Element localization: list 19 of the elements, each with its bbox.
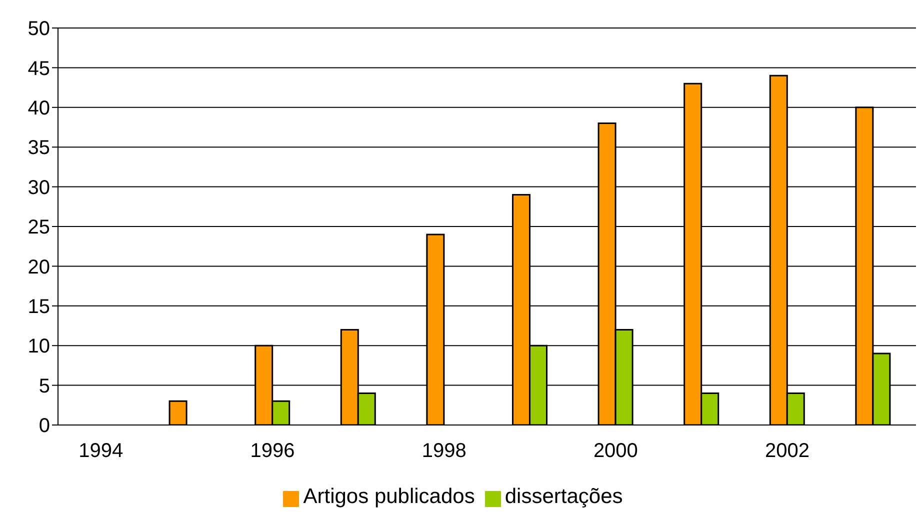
y-tick-label: 0 [38,415,50,438]
y-tick-label: 45 [28,58,50,80]
y-tick-label: 40 [28,98,50,120]
y-tick-label: 20 [28,256,50,278]
bar [168,400,188,425]
y-tick-label: 50 [28,18,50,40]
y-tick-label: 10 [28,336,50,358]
y-tick-label: 35 [28,137,50,160]
x-tick-label: 1996 [250,440,295,462]
y-tick-label: 5 [38,375,50,398]
x-tick-label: 2000 [593,440,638,462]
y-tick-label: 30 [28,176,50,199]
y-tick-label: 15 [28,296,50,318]
x-tick-label: 1998 [422,440,466,462]
x-tick-label: 2002 [765,440,810,462]
legend-label: dissertações [504,485,623,508]
legend-label: Artigos publicados [303,485,475,508]
x-tick-label: 1994 [78,440,124,462]
y-tick-label: 25 [28,216,50,239]
